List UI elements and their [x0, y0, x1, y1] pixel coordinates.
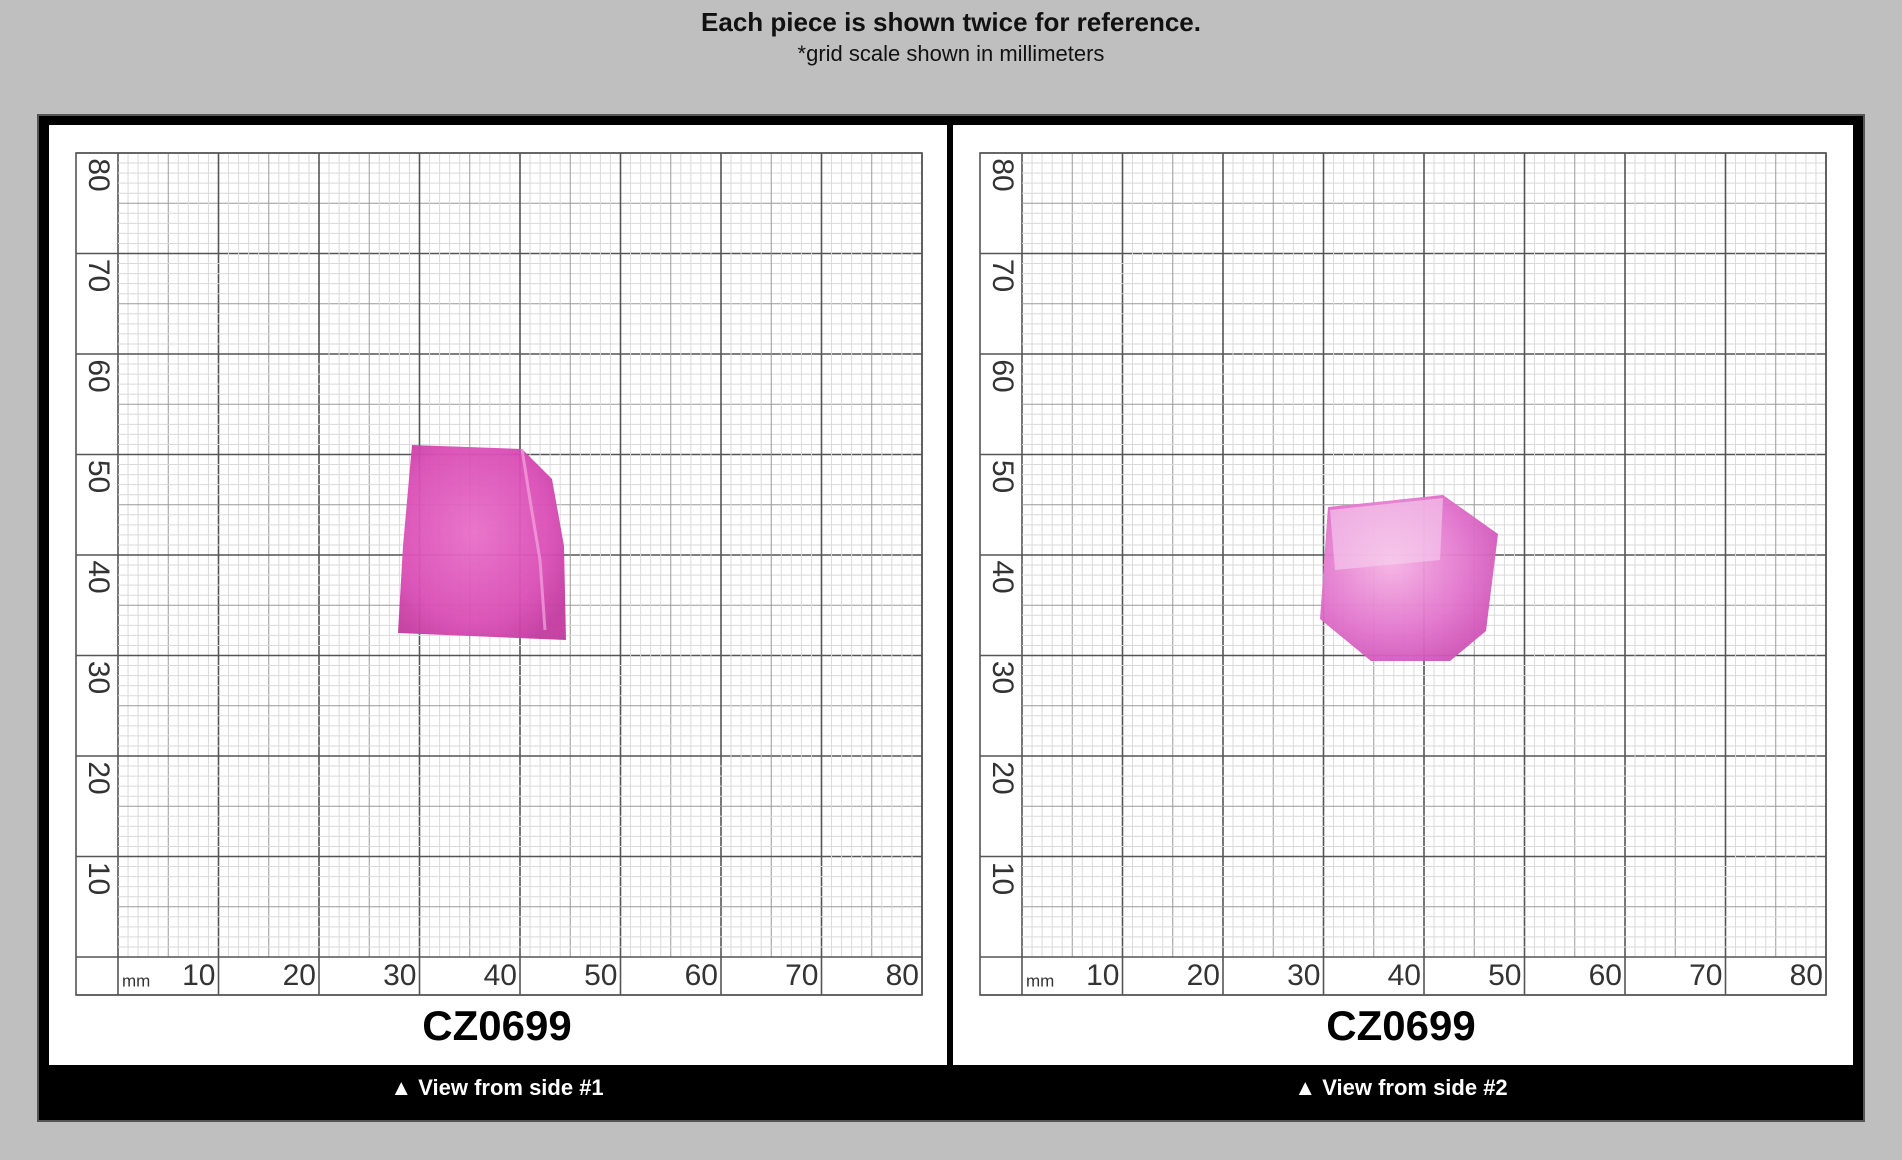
- x-scale-label: 60: [1589, 959, 1622, 992]
- caption: ▲ View from side #1: [390, 1075, 603, 1100]
- caption: ▲ View from side #2: [1294, 1075, 1507, 1100]
- y-scale-label: 50: [82, 460, 115, 493]
- x-scale-label: 20: [283, 959, 316, 992]
- x-scale-label: 70: [785, 959, 818, 992]
- x-scale-label: 30: [1287, 959, 1320, 992]
- gem-facet: [1330, 498, 1443, 570]
- y-scale-label: 70: [82, 259, 115, 292]
- y-scale-label: 10: [986, 862, 1019, 895]
- y-scale-label: 40: [986, 560, 1019, 593]
- x-scale-label: 50: [584, 959, 617, 992]
- y-scale-label: 70: [986, 259, 1019, 292]
- subtitle: *grid scale shown in millimeters: [798, 41, 1105, 66]
- y-scale-label: 30: [82, 661, 115, 694]
- x-scale-label: 40: [1388, 959, 1421, 992]
- x-scale-label: 70: [1689, 959, 1722, 992]
- x-scale-label: 20: [1187, 959, 1220, 992]
- y-scale-label: 80: [82, 158, 115, 191]
- gem-photo: [398, 445, 566, 640]
- unit-label: mm: [122, 971, 150, 990]
- panels: mm 10 20 30 40 50 60 70 80 80 70 60 50 40 30 20 10 CZ0699…: [75, 152, 1827, 1100]
- y-scale-label: 20: [82, 761, 115, 794]
- y-scale-label: 40: [82, 560, 115, 593]
- y-scale-label: 10: [82, 862, 115, 895]
- x-scale-label: 10: [182, 959, 215, 992]
- specimen-id: CZ0699: [422, 1002, 571, 1049]
- x-scale-label: 80: [886, 959, 919, 992]
- y-scale-label: 20: [986, 761, 1019, 794]
- title: Each piece is shown twice for reference.: [701, 7, 1201, 37]
- y-scale-label: 30: [986, 661, 1019, 694]
- gem-facet: [520, 448, 547, 631]
- x-scale-label: 30: [383, 959, 416, 992]
- x-scale-label: 10: [1086, 959, 1119, 992]
- y-scale-label: 60: [82, 359, 115, 392]
- specimen-id: CZ0699: [1326, 1002, 1475, 1049]
- y-scale-label: 80: [986, 158, 1019, 191]
- x-scale-label: 60: [685, 959, 718, 992]
- x-scale-label: 50: [1488, 959, 1521, 992]
- x-scale-label: 40: [484, 959, 517, 992]
- y-scale-label: 60: [986, 359, 1019, 392]
- y-scale-label: 50: [986, 460, 1019, 493]
- x-scale-label: 80: [1790, 959, 1823, 992]
- unit-label: mm: [1026, 971, 1054, 990]
